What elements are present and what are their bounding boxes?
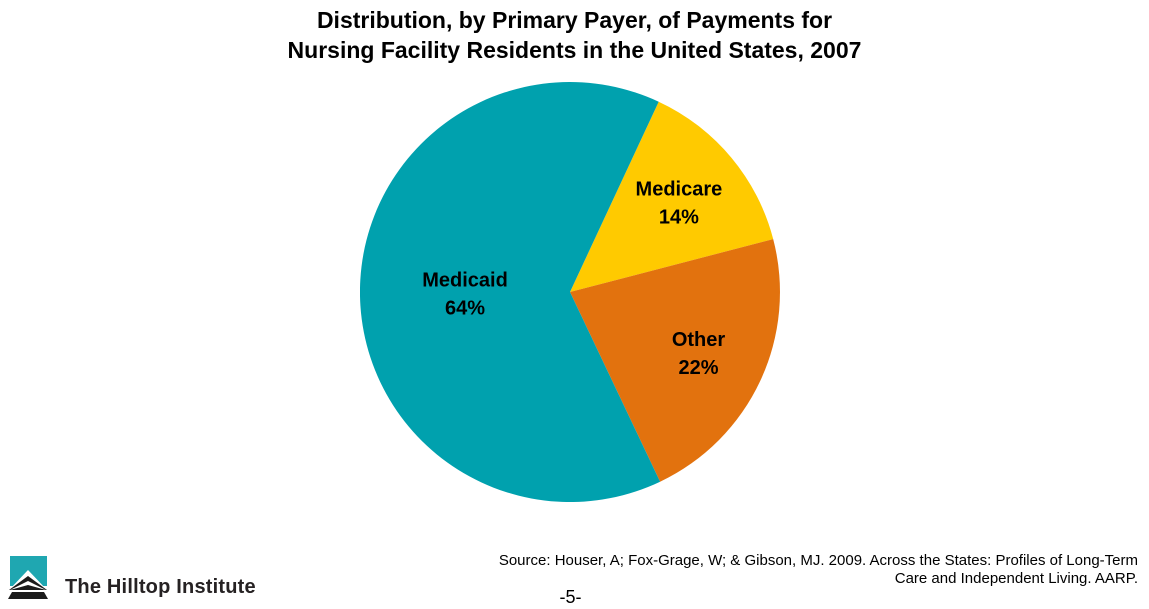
source-line-2: Care and Independent Living. AARP. xyxy=(894,569,1138,587)
pie-chart: Medicare 14% Other 22% Medicaid 64% xyxy=(359,82,780,503)
pie-label-medicaid-value: 64% xyxy=(445,297,485,319)
hilltop-strata-icon xyxy=(8,556,48,599)
chart-title-line-1: Distribution, by Primary Payer, of Payme… xyxy=(316,7,833,33)
source-note: Source: Houser, A; Fox-Grage, W; & Gibso… xyxy=(418,552,1138,587)
chart-title-line-2: Nursing Facility Residents in the United… xyxy=(287,37,862,63)
pie-label-medicare-value: 14% xyxy=(659,206,699,228)
pie-svg: Medicare 14% Other 22% Medicaid 64% xyxy=(359,82,780,503)
page-number: -5- xyxy=(559,587,582,607)
logo-text: The Hilltop Institute xyxy=(65,576,256,598)
pie-label-other-name: Other xyxy=(672,329,726,351)
hilltop-institute-logo: The Hilltop Institute xyxy=(8,554,256,604)
chart-title: Distribution, by Primary Payer, of Payme… xyxy=(0,5,1149,65)
pie-label-medicare-name: Medicare xyxy=(636,178,723,200)
pie-slice-medicare xyxy=(570,101,774,292)
pie-label-medicaid-name: Medicaid xyxy=(422,269,508,291)
pie-slice-other xyxy=(570,239,780,482)
pie-slice-medicaid xyxy=(359,82,661,503)
source-line-1: Source: Houser, A; Fox-Grage, W; & Gibso… xyxy=(498,552,1138,569)
pie-label-other-value: 22% xyxy=(678,357,718,379)
